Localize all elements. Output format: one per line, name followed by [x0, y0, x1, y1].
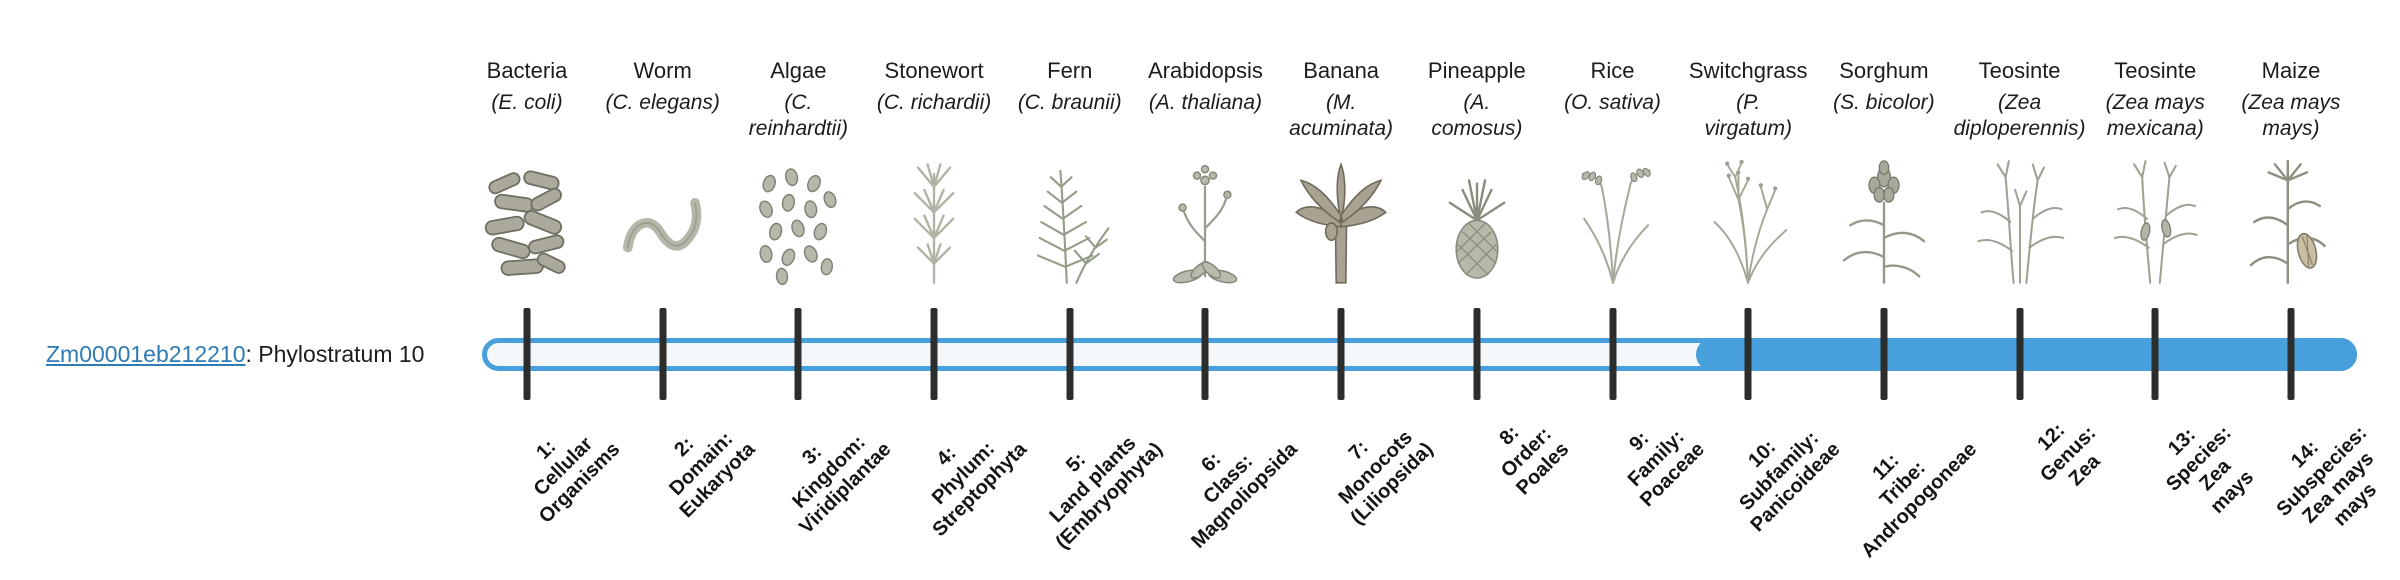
- teosinte-icon: [1972, 158, 2068, 286]
- organism-column: Stonewort (C. richardii) 4: Phylum: Stre…: [866, 40, 1031, 580]
- bacteria-icon: [479, 158, 575, 286]
- stonewort-icon: [886, 158, 982, 286]
- organism-name: Switchgrass: [1688, 58, 1808, 83]
- gene-label: Zm00001eb212210: Phylostratum 10: [46, 341, 424, 368]
- organism-name: Sorghum: [1839, 58, 1929, 83]
- organism-name: Arabidopsis: [1147, 58, 1263, 83]
- organism-column: Worm (C. elegans) 2: Domain: Eukaryota: [595, 40, 759, 580]
- phylostratum-rank-label: 14: Subspecies: Zea mays mays: [2272, 421, 2381, 531]
- organism-name: Teosinte: [1978, 58, 2061, 83]
- organism-scientific-name: (A. comosus): [1431, 91, 1523, 141]
- organism-column: Rice (O. sativa) 9: Family: Poaceae: [1545, 40, 1709, 580]
- rice-icon: [1565, 158, 1661, 286]
- organism-scientific-name: (M. acuminata): [1289, 91, 1394, 141]
- organism-scientific-name: (Zea diploperennis): [1953, 91, 2086, 141]
- organism-scientific-name: (S. bicolor): [1833, 91, 1935, 114]
- algae-icon: [750, 158, 846, 286]
- organism-scientific-name: (Zea mays mays): [2241, 91, 2341, 141]
- organism-column: Switchgrass (P. virgatum) 10: Subfamily:…: [1680, 40, 1845, 580]
- arabidopsis-icon: [1157, 158, 1253, 286]
- phylostratum-tick: [1201, 308, 1209, 400]
- organism-column: Bacteria (E. coli) 1: Cellular Organisms: [459, 40, 624, 580]
- organism-column: Algae (C. reinhardtii) 3: Kingdom: Virid…: [730, 40, 896, 580]
- organism-scientific-name: (C. richardii): [876, 91, 992, 114]
- organism-column: Sorghum (S. bicolor) 11: Tribe: Andropog…: [1816, 40, 1981, 580]
- gene-id-link[interactable]: Zm00001eb212210: [46, 341, 246, 367]
- organism-name: Bacteria: [486, 58, 568, 83]
- phylostratum-tick: [1066, 308, 1074, 400]
- sorghum-icon: [1836, 158, 1932, 286]
- organism-column: Teosinte (Zea mays mexicana) 13: Species…: [2087, 40, 2258, 580]
- organism-column: Arabidopsis (A. thaliana) 6: Class: Magn…: [1137, 40, 1302, 580]
- organism-scientific-name: (P. virgatum): [1704, 91, 1792, 141]
- organism-name: Worm: [633, 58, 692, 83]
- phylostratum-tick: [2287, 308, 2295, 400]
- phylostratum-tick: [2151, 308, 2159, 400]
- switchgrass-icon: [1700, 158, 1796, 286]
- organism-name: Stonewort: [884, 58, 984, 83]
- organism-scientific-name: (C. reinhardtii): [748, 91, 848, 141]
- phylostratum-tick: [1473, 308, 1481, 400]
- organism-name: Teosinte: [2114, 58, 2197, 83]
- banana-icon: [1293, 158, 1389, 286]
- organism-name: Maize: [2261, 58, 2321, 83]
- phylostratum-tick: [1609, 308, 1617, 400]
- maize-icon: [2243, 158, 2339, 286]
- phylostratum-tick: [1744, 308, 1752, 400]
- phylostratum-tick: [930, 308, 938, 400]
- organism-column: Fern (C. braunii) 5: Land plants (Embryo…: [1002, 40, 1167, 580]
- phylostratum-tick: [2016, 308, 2024, 400]
- organism-column: Banana (M. acuminata) 7: Monocots (Lilio…: [1273, 40, 1438, 580]
- phylostratum-tick: [1880, 308, 1888, 400]
- fern-icon: [1022, 158, 1118, 286]
- organism-column: Pineapple (A. comosus) 8: Order: Poales: [1409, 40, 1574, 580]
- phylostratum-tick: [1337, 308, 1345, 400]
- organism-scientific-name: (A. thaliana): [1148, 91, 1263, 114]
- phylostratum-bar-fill: [1696, 338, 2357, 371]
- worm-icon: [615, 158, 711, 286]
- organism-name: Algae: [770, 58, 827, 83]
- organism-scientific-name: (E. coli): [491, 91, 563, 114]
- organism-name: Rice: [1590, 58, 1635, 83]
- organism-name: Fern: [1047, 58, 1093, 83]
- pineapple-icon: [1429, 158, 1525, 286]
- organism-scientific-name: (C. braunii): [1017, 91, 1122, 114]
- organism-name: Pineapple: [1427, 58, 1526, 83]
- gene-phylostratum-text: : Phylostratum 10: [245, 341, 425, 367]
- teosinte2-icon: [2107, 158, 2203, 286]
- organism-name: Banana: [1303, 58, 1380, 83]
- organism-column: Teosinte (Zea diploperennis) 12: Genus: …: [1952, 40, 2105, 580]
- phylostratum-tick: [523, 308, 531, 400]
- phylostratum-tick: [794, 308, 802, 400]
- organism-column: Maize (Zea mays mays) 14: Subspecies: Ze…: [2223, 40, 2381, 580]
- organism-scientific-name: (Zea mays mexicana): [2105, 91, 2205, 141]
- organism-scientific-name: (C. elegans): [605, 91, 720, 114]
- organism-scientific-name: (O. sativa): [1564, 91, 1661, 114]
- phylostratum-tick: [659, 308, 667, 400]
